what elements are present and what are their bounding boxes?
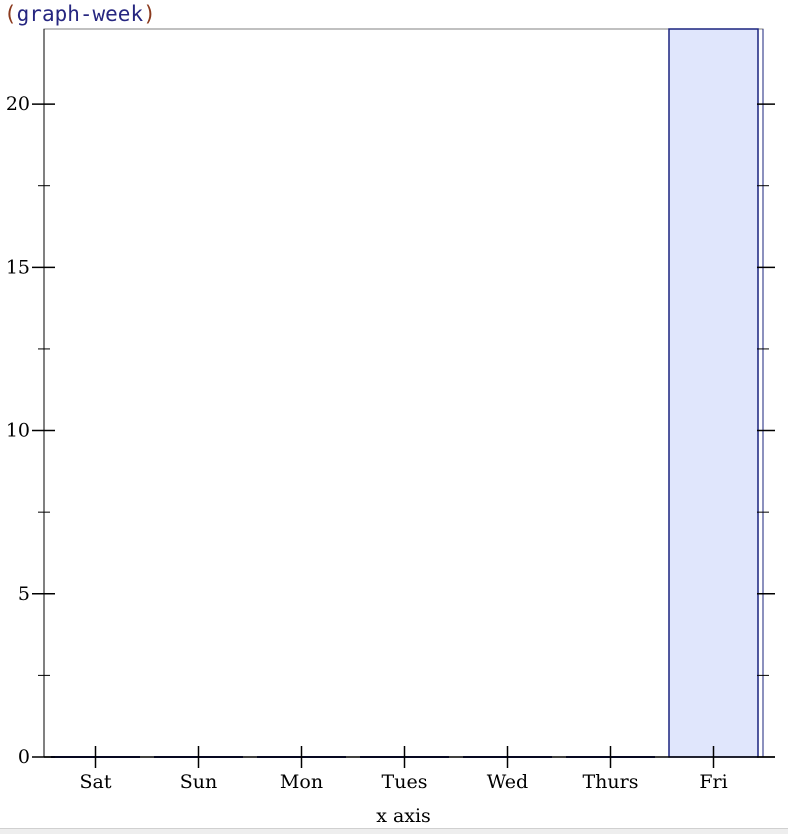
plot-area [43, 28, 764, 758]
x-tick-label-sat: Sat [80, 771, 112, 793]
x-tick-label-mon: Mon [280, 771, 323, 793]
x-tick-label-thurs: Thurs [583, 771, 639, 793]
axes [32, 29, 775, 768]
x-tick-label-wed: Wed [487, 771, 528, 793]
x-tick-label-tues: Tues [382, 771, 428, 793]
tick-labels: 0 5 10 15 20 Sat Sun Mon Tues Wed Thurs Fri [6, 93, 728, 793]
y-tick-label: 5 [18, 583, 30, 605]
y-tick-label: 20 [6, 93, 30, 115]
open-paren: ( [4, 2, 17, 26]
code-expression: (graph-week) [4, 0, 156, 28]
x-axis-label: x axis [376, 805, 431, 827]
x-tick-label-fri: Fri [699, 771, 727, 793]
close-paren: ) [143, 2, 156, 26]
window-bottom-edge [0, 828, 788, 834]
function-name: graph-week [16, 2, 144, 26]
y-tick-label: 15 [6, 256, 30, 278]
bar-fri [668, 28, 759, 758]
x-tick-label-sun: Sun [180, 771, 218, 793]
y-tick-label: 0 [18, 746, 30, 768]
plot-frame [43, 28, 764, 758]
y-tick-label: 10 [6, 420, 30, 442]
